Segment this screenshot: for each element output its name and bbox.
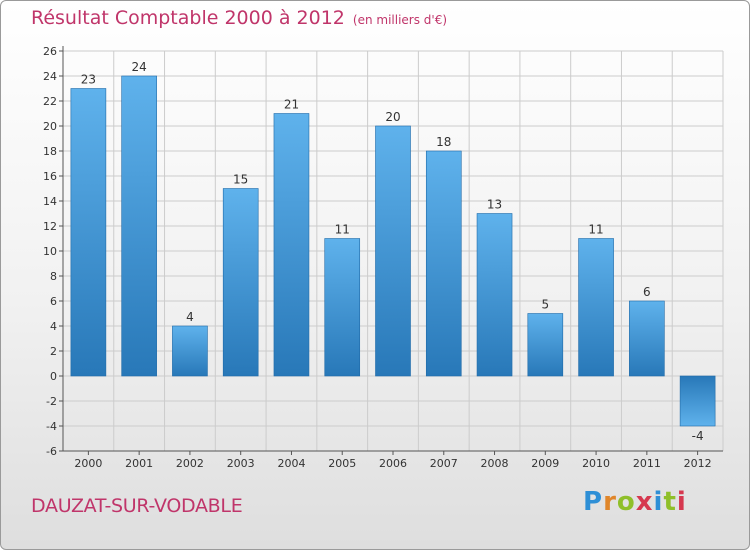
x-tick-label: 2011	[633, 457, 661, 470]
value-label: 18	[436, 135, 451, 149]
x-tick-label: 2008	[481, 457, 509, 470]
chart-subtitle: (en milliers d'€)	[352, 13, 448, 27]
bar	[679, 375, 716, 427]
value-label: 15	[233, 173, 248, 187]
x-tick-label: 2000	[74, 457, 102, 470]
y-tick-label: 14	[43, 195, 57, 208]
proxiti-logo: Proxiti	[583, 487, 687, 517]
x-tick-label: 2006	[379, 457, 407, 470]
x-tick-label: 2012	[684, 457, 712, 470]
bar	[273, 113, 310, 377]
logo-letter: t	[663, 487, 677, 517]
bar	[527, 313, 564, 377]
value-label: 4	[186, 310, 194, 324]
y-tick-label: 12	[43, 220, 57, 233]
y-tick-label: -2	[46, 395, 57, 408]
bar	[375, 125, 411, 377]
bar	[121, 75, 157, 377]
x-tick-label: 2007	[430, 457, 458, 470]
y-tick-label: 16	[43, 170, 57, 183]
logo-letter: x	[635, 487, 654, 517]
bar	[172, 325, 208, 377]
chart-title: Résultat Comptable 2000 à 2012	[31, 7, 345, 29]
x-tick-label: 2003	[227, 457, 255, 470]
label-layer: 23 24 4 15 21 11 20 18 13 5 11 6 -4	[81, 60, 704, 443]
y-tick-label: 26	[43, 45, 57, 58]
x-tick-label: 2005	[328, 457, 356, 470]
y-tick-label: 4	[50, 320, 57, 333]
y-tick-label: 22	[43, 95, 57, 108]
y-tick-label: 20	[43, 120, 57, 133]
y-tick-label: 10	[43, 245, 57, 258]
x-tick-label: 2004	[277, 457, 305, 470]
logo-letter: P	[583, 487, 604, 517]
y-tick-label: 18	[43, 145, 57, 158]
logo-letter: i	[653, 487, 664, 517]
y-tick-label: 8	[50, 270, 57, 283]
logo-letter: r	[603, 487, 617, 517]
bar	[324, 238, 361, 377]
y-tick-label: 0	[50, 370, 57, 383]
y-tick-label: 2	[50, 345, 57, 358]
bar	[222, 188, 259, 377]
x-tick-label: 2010	[582, 457, 610, 470]
y-tick-label: 6	[50, 295, 57, 308]
bar-layer	[70, 75, 716, 427]
y-tick-label: -6	[46, 445, 57, 458]
x-tick-label: 2001	[125, 457, 153, 470]
x-tick-label: 2002	[176, 457, 204, 470]
value-label: -4	[692, 429, 704, 443]
y-tick-label: -4	[46, 420, 57, 433]
commune-name: DAUZAT-SUR-VODABLE	[31, 495, 243, 517]
value-label: 11	[335, 223, 350, 237]
y-tick-label: 24	[43, 70, 57, 83]
value-label: 5	[541, 298, 549, 312]
value-label: 11	[588, 223, 603, 237]
value-label: 13	[487, 198, 502, 212]
value-label: 23	[81, 73, 96, 87]
x-tick-label: 2009	[531, 457, 559, 470]
bar	[629, 300, 665, 377]
value-label: 20	[385, 110, 400, 124]
logo-letter: o	[616, 487, 636, 517]
bar	[578, 238, 614, 377]
bar	[70, 88, 107, 377]
chart-title-row: Résultat Comptable 2000 à 2012 (en millie…	[31, 7, 447, 29]
bar	[476, 213, 513, 377]
value-label: 24	[132, 60, 147, 74]
bar	[425, 150, 462, 377]
value-label: 21	[284, 98, 299, 112]
logo-letter: i	[676, 487, 687, 517]
value-label: 6	[643, 285, 651, 299]
